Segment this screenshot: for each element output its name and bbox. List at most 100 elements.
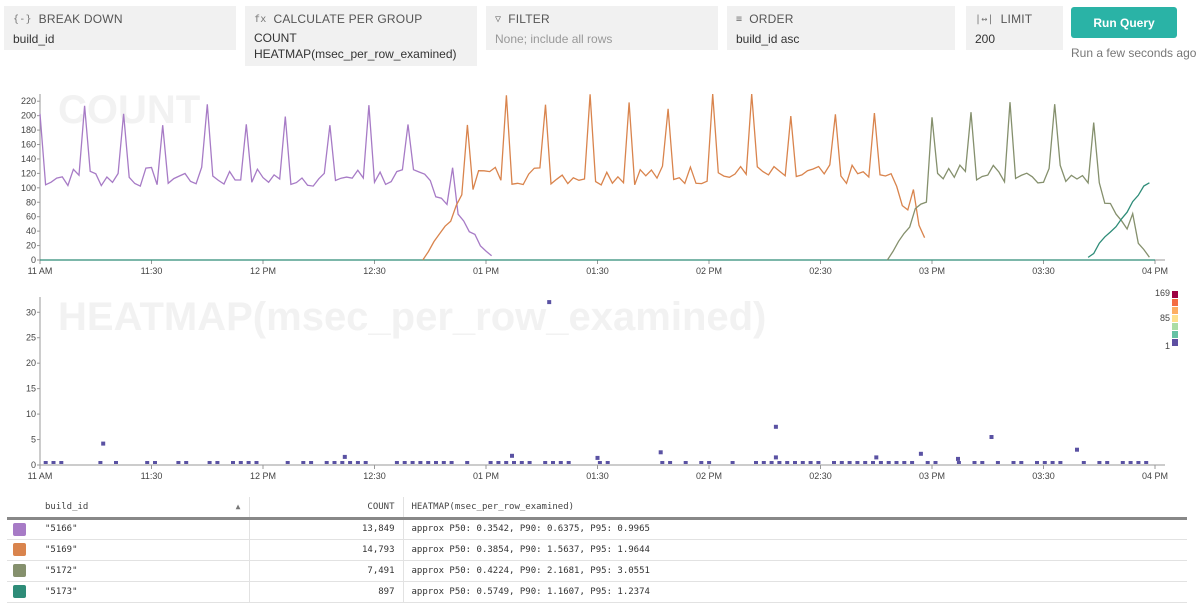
calculate-value-count[interactable]: COUNT (254, 31, 297, 45)
heatmap-cell (566, 461, 571, 464)
heatmap-outlier[interactable] (874, 455, 879, 460)
breakdown-clause[interactable]: {-} BREAK DOWN build_id (4, 6, 236, 50)
calculate-clause[interactable]: fx CALCULATE PER GROUP COUNT HEATMAP(msec… (245, 6, 477, 66)
series-line-5166[interactable] (39, 104, 493, 257)
row-swatch-cell (7, 560, 37, 582)
filter-value[interactable]: None; include all rows (495, 32, 613, 46)
heatmap-summary-cell: approx P50: 0.5749, P90: 1.1607, P95: 1.… (403, 581, 1187, 603)
run-query-button[interactable]: Run Query (1071, 7, 1177, 38)
heatmap-legend-swatch (1172, 291, 1178, 298)
y-tick-label: 140 (21, 154, 36, 164)
heatmap-legend-label: 169 (1155, 288, 1170, 298)
x-tick-label: 01:30 (586, 471, 609, 481)
filter-clause[interactable]: ▽ FILTER None; include all rows (486, 6, 718, 50)
heatmap-cell (426, 461, 431, 464)
heatmap-cell (839, 461, 844, 464)
heatmap-cell (441, 461, 446, 464)
heatmap-cell (551, 461, 555, 464)
build-id-header[interactable]: build_id ▲ (37, 497, 250, 520)
heatmap-cell (972, 461, 977, 464)
heatmap-cell (1042, 461, 1047, 464)
x-tick-label: 02:30 (809, 266, 832, 276)
heatmap-cell (488, 461, 493, 464)
heatmap-cell (886, 461, 891, 464)
heatmap-outlier[interactable] (658, 450, 663, 455)
heatmap-cell (668, 461, 673, 464)
heatmap-legend-swatch (1172, 307, 1178, 314)
heatmap-cell (465, 461, 470, 464)
heatmap-cell (1136, 461, 1141, 464)
heatmap-legend-swatch (1172, 299, 1178, 306)
table-row[interactable]: "5169" 14,793 approx P50: 0.3854, P90: 1.5… (7, 539, 1187, 561)
heatmap-outlier[interactable] (773, 424, 778, 429)
heatmap-outlier[interactable] (773, 455, 778, 460)
heatmap-cell (527, 461, 532, 464)
heatmap-cell (855, 461, 860, 464)
limit-value[interactable]: 200 (975, 32, 996, 46)
series-line-5169[interactable] (422, 93, 926, 261)
build-id-cell: "5166" (37, 518, 250, 540)
table-row[interactable]: "5166" 13,849 approx P50: 0.3542, P90: 0.6… (7, 518, 1187, 540)
function-icon: fx (254, 13, 267, 25)
heatmap-chart-svg[interactable]: 0 5 10 15 20 25 30 11 AM 11:30 12 PM 12:30 01 PM 01:… (0, 285, 1200, 485)
sort-ascending-icon[interactable]: ▲ (235, 501, 241, 511)
heatmap-cell (207, 461, 212, 464)
x-tick-label: 03 PM (919, 266, 945, 276)
heatmap-outlier[interactable] (510, 453, 514, 458)
order-clause[interactable]: ≡ ORDER build_id asc (727, 6, 955, 50)
heatmap-cell (153, 461, 157, 464)
count-cell: 897 (249, 581, 404, 603)
heatmap-header[interactable]: HEATMAP(msec_per_row_examined) (403, 497, 1187, 520)
heatmap-outlier[interactable] (989, 435, 994, 439)
heatmap-cell (246, 461, 251, 464)
heatmap-cell (730, 461, 735, 464)
heatmap-outlier[interactable] (342, 454, 347, 459)
heatmap-cell (434, 461, 438, 464)
heatmap-outlier[interactable] (918, 451, 923, 456)
calculate-label: CALCULATE PER GROUP (273, 12, 423, 26)
heatmap-outlier[interactable] (101, 441, 106, 446)
build-id-header-label: build_id (45, 501, 89, 512)
heatmap-cell (418, 461, 423, 464)
heatmap-cell (894, 461, 899, 464)
series-line-5172[interactable] (886, 102, 1150, 261)
heatmap-cell (231, 461, 235, 464)
results-table: build_id ▲ COUNT HEATMAP(msec_per_row_exa… (7, 497, 1187, 603)
table-row[interactable]: "5173" 897 approx P50: 0.5749, P90: 1.1607… (7, 581, 1187, 603)
y-tick-label: 160 (21, 140, 36, 150)
heatmap-outlier[interactable] (547, 300, 552, 305)
table-row[interactable]: "5172" 7,491 approx P50: 0.4224, P90: 2.16… (7, 560, 1187, 582)
heatmap-outlier[interactable] (956, 456, 960, 461)
series-color-swatch[interactable] (13, 585, 26, 598)
heatmap-cell (816, 461, 821, 464)
heatmap-cell (785, 461, 790, 464)
x-tick-label: 03:30 (1032, 266, 1055, 276)
x-tick-label: 03 PM (919, 471, 945, 481)
order-value[interactable]: build_id asc (736, 32, 800, 46)
heatmap-cell (1058, 461, 1063, 464)
count-chart-svg[interactable]: 0 20 40 60 80 100 120 140 160 180 200 220 11 AM 11:30… (0, 80, 1200, 280)
y-tick-label: 120 (21, 168, 36, 178)
series-color-swatch[interactable] (13, 564, 26, 577)
count-cell: 14,793 (249, 539, 404, 561)
y-tick-label: 60 (26, 212, 36, 222)
heatmap-cell (176, 461, 181, 464)
calculate-value-heatmap[interactable]: HEATMAP(msec_per_row_examined) (254, 47, 457, 61)
limit-clause[interactable]: |↔| LIMIT 200 (966, 6, 1063, 50)
heatmap-cell (496, 461, 501, 464)
table-header-row: build_id ▲ COUNT HEATMAP(msec_per_row_exa… (7, 497, 1187, 520)
row-swatch-cell (7, 539, 37, 561)
series-color-swatch[interactable] (13, 543, 26, 556)
heatmap-summary-cell: approx P50: 0.3542, P90: 0.6375, P95: 0.… (403, 518, 1187, 540)
count-header[interactable]: COUNT (249, 497, 404, 520)
heatmap-outlier[interactable] (595, 455, 600, 460)
heatmap-chart: HEATMAP(msec_per_row_examined) 0 5 10 15 20 2… (0, 285, 1200, 485)
heatmap-cell (519, 461, 524, 464)
heatmap-outlier[interactable] (1075, 447, 1079, 452)
series-color-swatch[interactable] (13, 522, 26, 536)
breakdown-value[interactable]: build_id (13, 32, 55, 46)
x-tick-label: 12 PM (250, 266, 276, 276)
heatmap-cell (754, 461, 758, 464)
series-line-5173[interactable] (1087, 182, 1150, 258)
heatmap-cell (355, 461, 360, 464)
